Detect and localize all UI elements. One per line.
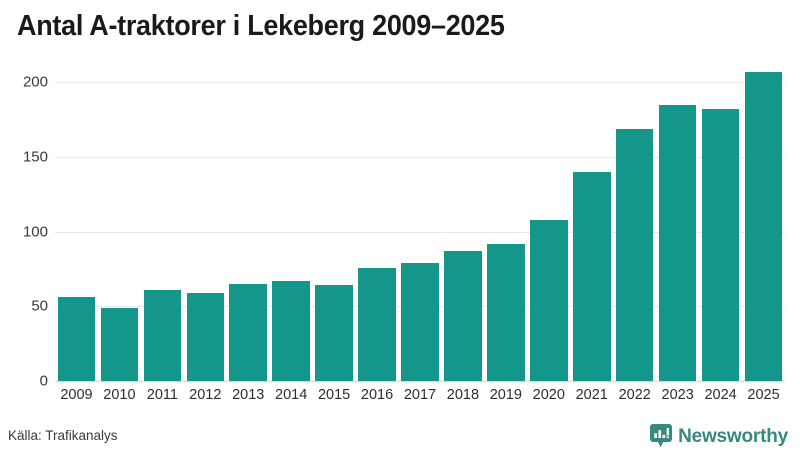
x-tick-label-2013: 2013 (232, 387, 265, 403)
x-tick-label-2012: 2012 (189, 387, 222, 403)
bar-2014[interactable] (272, 280, 310, 381)
y-tick-label: 200 (22, 73, 48, 91)
bars-layer (55, 60, 785, 381)
bar-2010[interactable] (100, 307, 139, 381)
x-tick-label-2016: 2016 (360, 387, 394, 403)
gridline-200 (55, 82, 785, 84)
x-tick-label-2015: 2015 (317, 387, 351, 403)
x-tick-label-2011: 2011 (146, 387, 178, 403)
bar-2012[interactable] (186, 292, 225, 381)
x-tick-label-2010: 2010 (103, 387, 136, 403)
gridline-100 (55, 231, 785, 233)
bar-2025[interactable] (744, 71, 783, 381)
bar-2013[interactable] (229, 283, 267, 381)
y-tick-label: 50 (31, 297, 48, 315)
x-tick-label-2023: 2023 (661, 387, 694, 403)
bar-2020[interactable] (530, 219, 568, 381)
bar-2022[interactable] (615, 128, 654, 381)
chart-title: Antal A-traktorer i Lekeberg 2009–2025 (17, 10, 505, 42)
x-tick-label-2024: 2024 (704, 387, 737, 403)
bar-2019[interactable] (487, 243, 525, 381)
bar-2021[interactable] (572, 171, 611, 381)
bar-2018[interactable] (444, 251, 482, 381)
x-tick-label-2021: 2021 (575, 387, 608, 403)
x-tick-label-2020: 2020 (532, 387, 565, 403)
bar-2009[interactable] (57, 297, 96, 381)
source-note: Källa: Trafikanalys (8, 428, 118, 443)
x-tick-label-2018: 2018 (446, 387, 480, 403)
x-tick-label-2019: 2019 (489, 387, 522, 403)
x-tick-label-2014: 2014 (275, 387, 308, 403)
plot-area (55, 60, 785, 382)
gridline-150 (55, 157, 785, 159)
bar-2016[interactable] (358, 267, 396, 381)
y-tick-label: 150 (22, 148, 48, 166)
x-tick-label-2025: 2025 (747, 387, 780, 403)
bar-2024[interactable] (701, 109, 740, 381)
x-tick-label-2009: 2009 (60, 387, 93, 403)
x-tick-label-2017: 2017 (403, 387, 437, 403)
newsworthy-logo[interactable]: Newsworthy (650, 424, 788, 448)
gridline-0 (55, 381, 785, 382)
bar-2015[interactable] (315, 285, 353, 381)
bar-2017[interactable] (401, 263, 439, 381)
newsworthy-wordmark: Newsworthy (678, 425, 788, 447)
bar-chart-speech-bubble-icon (650, 424, 673, 448)
y-tick-label: 0 (39, 372, 48, 390)
x-tick-label-2022: 2022 (618, 387, 651, 403)
bar-2023[interactable] (658, 104, 697, 381)
y-tick-label: 100 (22, 223, 48, 241)
bar-2011[interactable] (143, 289, 182, 381)
